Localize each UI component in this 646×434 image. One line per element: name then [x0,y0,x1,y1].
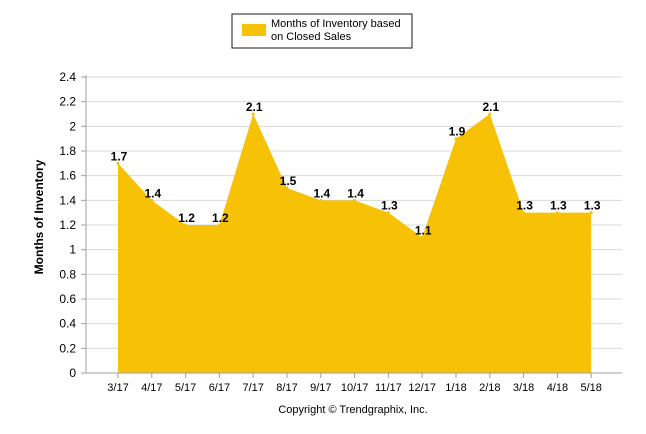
legend: Months of Inventory based on Closed Sale… [231,13,413,49]
axes [81,75,622,378]
y-tick-label: 1.2 [59,218,76,232]
data-point [555,211,559,215]
data-point [386,211,390,215]
data-point [251,112,255,116]
y-tick-label: 1.4 [59,193,76,207]
data-point [522,211,526,215]
y-tick-labels: 0 0.2 0.4 0.6 0.8 1 1.2 1.4 1.6 1.8 2 2.2 2.4 [59,70,76,380]
y-axis-title: Months of Inventory [32,159,46,274]
data-label: 1.7 [111,149,128,163]
y-tick-label: 0.8 [59,267,76,281]
data-label: 1.9 [449,125,466,139]
y-tick-label: 0.4 [59,317,76,331]
y-tick-label: 2.2 [59,95,76,109]
data-label: 1.3 [550,199,567,213]
data-point [150,198,154,202]
data-label: 1.1 [415,223,432,237]
data-label: 1.3 [516,199,533,213]
x-tick-label: 7/17 [242,382,263,394]
data-label: 1.3 [584,199,601,213]
data-label: 2.1 [246,100,263,114]
data-point [285,186,289,190]
data-label: 1.2 [178,211,195,225]
data-label: 1.2 [212,211,229,225]
x-tick-label: 2/18 [479,382,500,394]
data-point [488,112,492,116]
legend-label-line2: on Closed Sales [271,31,352,43]
data-point [420,235,424,239]
y-tick-label: 2.4 [59,70,76,84]
x-tick-label: 10/17 [341,382,369,394]
x-tick-label: 5/18 [580,382,601,394]
legend-label-line1: Months of Inventory based [271,18,401,30]
data-label: 1.5 [280,174,297,188]
x-tick-label: 8/17 [276,382,297,394]
y-tick-label: 1.6 [59,169,76,183]
x-tick-label: 4/17 [141,382,162,394]
legend-swatch [242,24,266,36]
y-tick-label: 1 [69,243,76,257]
data-label: 1.4 [347,186,364,200]
data-point [116,161,120,165]
data-point [589,211,593,215]
data-label: 1.3 [381,199,398,213]
x-tick-label: 5/17 [175,382,196,394]
x-tick-label: 6/17 [209,382,230,394]
area-series [116,112,593,373]
x-tick-label: 12/17 [408,382,436,394]
y-tick-label: 2 [69,119,76,133]
x-tick-label: 3/18 [513,382,534,394]
y-tick-label: 0 [69,366,76,380]
data-point [217,223,221,227]
y-tick-label: 0.2 [59,341,76,355]
copyright-text: Copyright © Trendgraphix, Inc. [278,404,427,416]
data-label: 1.4 [144,186,161,200]
data-point [319,198,323,202]
data-point [353,198,357,202]
y-tick-label: 0.6 [59,292,76,306]
y-tick-label: 1.8 [59,144,76,158]
data-labels: 1.7 1.4 1.2 1.2 2.1 1.5 1.4 1.4 1.3 1.1 1.9 2.1 1.3 1… [111,100,601,237]
x-tick-label: 3/17 [107,382,128,394]
area-fill [118,114,592,373]
data-point [184,223,188,227]
data-label: 2.1 [482,100,499,114]
x-tick-label: 11/17 [375,382,402,394]
x-tick-label: 4/18 [547,382,568,394]
data-label: 1.4 [313,186,330,200]
x-tick-label: 9/17 [310,382,331,394]
data-point [454,137,458,141]
x-tick-labels: 3/17 4/17 5/17 6/17 7/17 8/17 9/17 10/17 11/17 12… [107,382,602,394]
x-tick-label: 1/18 [445,382,466,394]
